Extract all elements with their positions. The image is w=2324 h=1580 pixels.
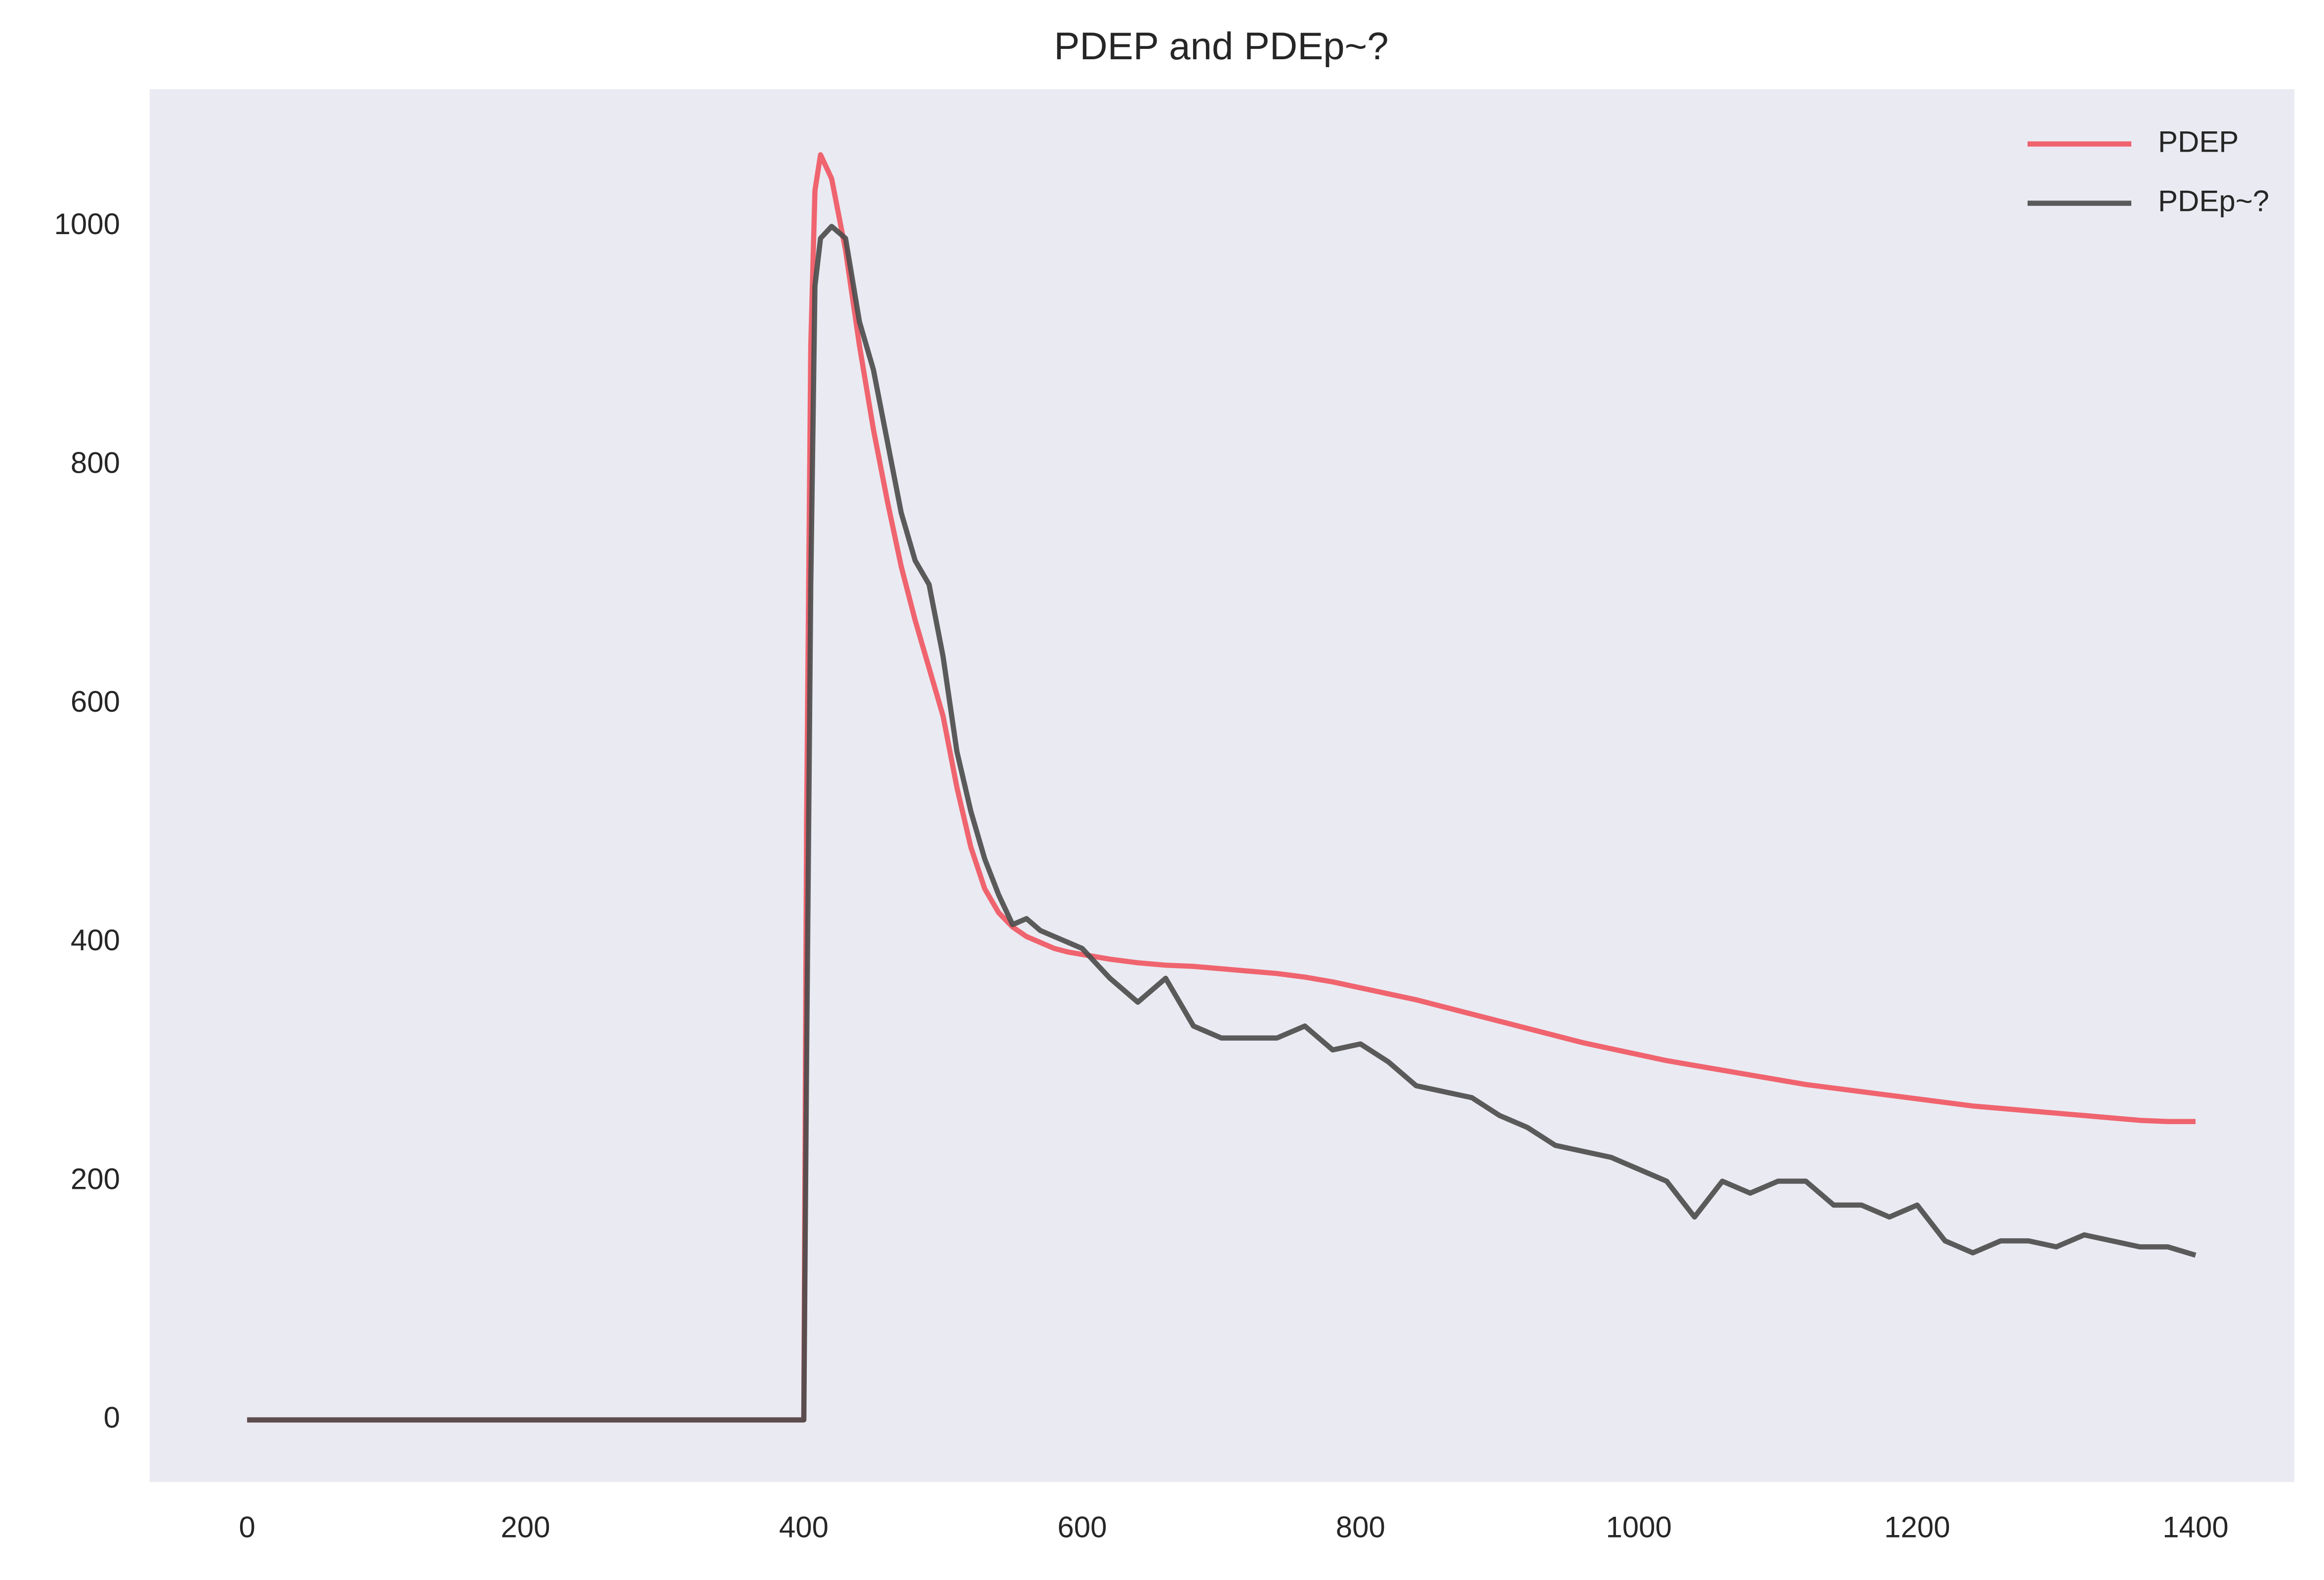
- plot-area: [150, 89, 2294, 1482]
- x-tick-label: 600: [1057, 1510, 1107, 1543]
- x-tick-label: 400: [779, 1510, 829, 1543]
- y-tick-label: 800: [71, 446, 120, 480]
- chart-title: PDEP and PDEp~?: [1054, 24, 1388, 68]
- x-tick-label: 1200: [1884, 1510, 1950, 1543]
- y-tick-label: 0: [104, 1401, 120, 1434]
- line: [247, 152, 2196, 1423]
- x-tick-label: 0: [239, 1510, 255, 1543]
- legend-label: PDEp~?: [2158, 184, 2269, 217]
- line: [247, 224, 2197, 1423]
- y-tick-label: 400: [71, 924, 120, 957]
- legend-label: PDEP: [2158, 125, 2239, 158]
- x-tick-label: 1000: [1606, 1510, 1671, 1543]
- x-tick-label: 200: [501, 1510, 550, 1543]
- y-tick-label: 600: [71, 685, 120, 718]
- x-tick-label: 1400: [2162, 1510, 2228, 1543]
- y-tick-label: 200: [71, 1162, 120, 1195]
- y-tick-label: 1000: [54, 207, 120, 241]
- x-tick-label: 800: [1336, 1510, 1385, 1543]
